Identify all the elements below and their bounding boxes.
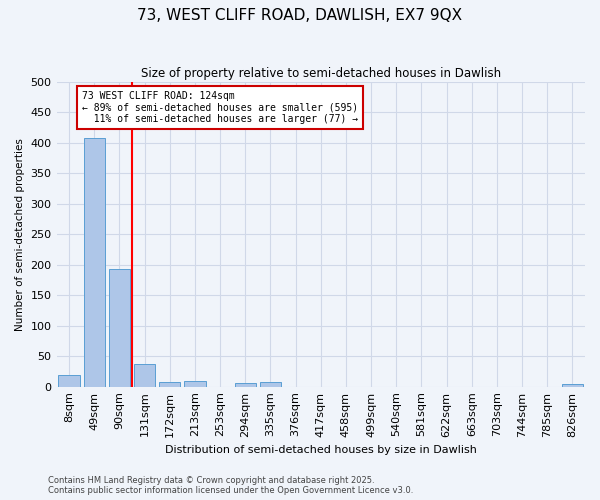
Y-axis label: Number of semi-detached properties: Number of semi-detached properties [15, 138, 25, 330]
Text: 73 WEST CLIFF ROAD: 124sqm
← 89% of semi-detached houses are smaller (595)
  11%: 73 WEST CLIFF ROAD: 124sqm ← 89% of semi… [82, 91, 358, 124]
Text: 73, WEST CLIFF ROAD, DAWLISH, EX7 9QX: 73, WEST CLIFF ROAD, DAWLISH, EX7 9QX [137, 8, 463, 22]
Bar [109, 269, 130, 386]
Bar [134, 364, 155, 386]
Bar [83, 138, 105, 386]
Text: Contains HM Land Registry data © Crown copyright and database right 2025.
Contai: Contains HM Land Registry data © Crown c… [48, 476, 413, 495]
X-axis label: Distribution of semi-detached houses by size in Dawlish: Distribution of semi-detached houses by … [165, 445, 477, 455]
Bar [562, 384, 583, 386]
Bar [58, 375, 80, 386]
Bar [260, 382, 281, 386]
Bar [235, 383, 256, 386]
Bar [184, 380, 206, 386]
Title: Size of property relative to semi-detached houses in Dawlish: Size of property relative to semi-detach… [141, 68, 501, 80]
Bar [159, 382, 181, 386]
